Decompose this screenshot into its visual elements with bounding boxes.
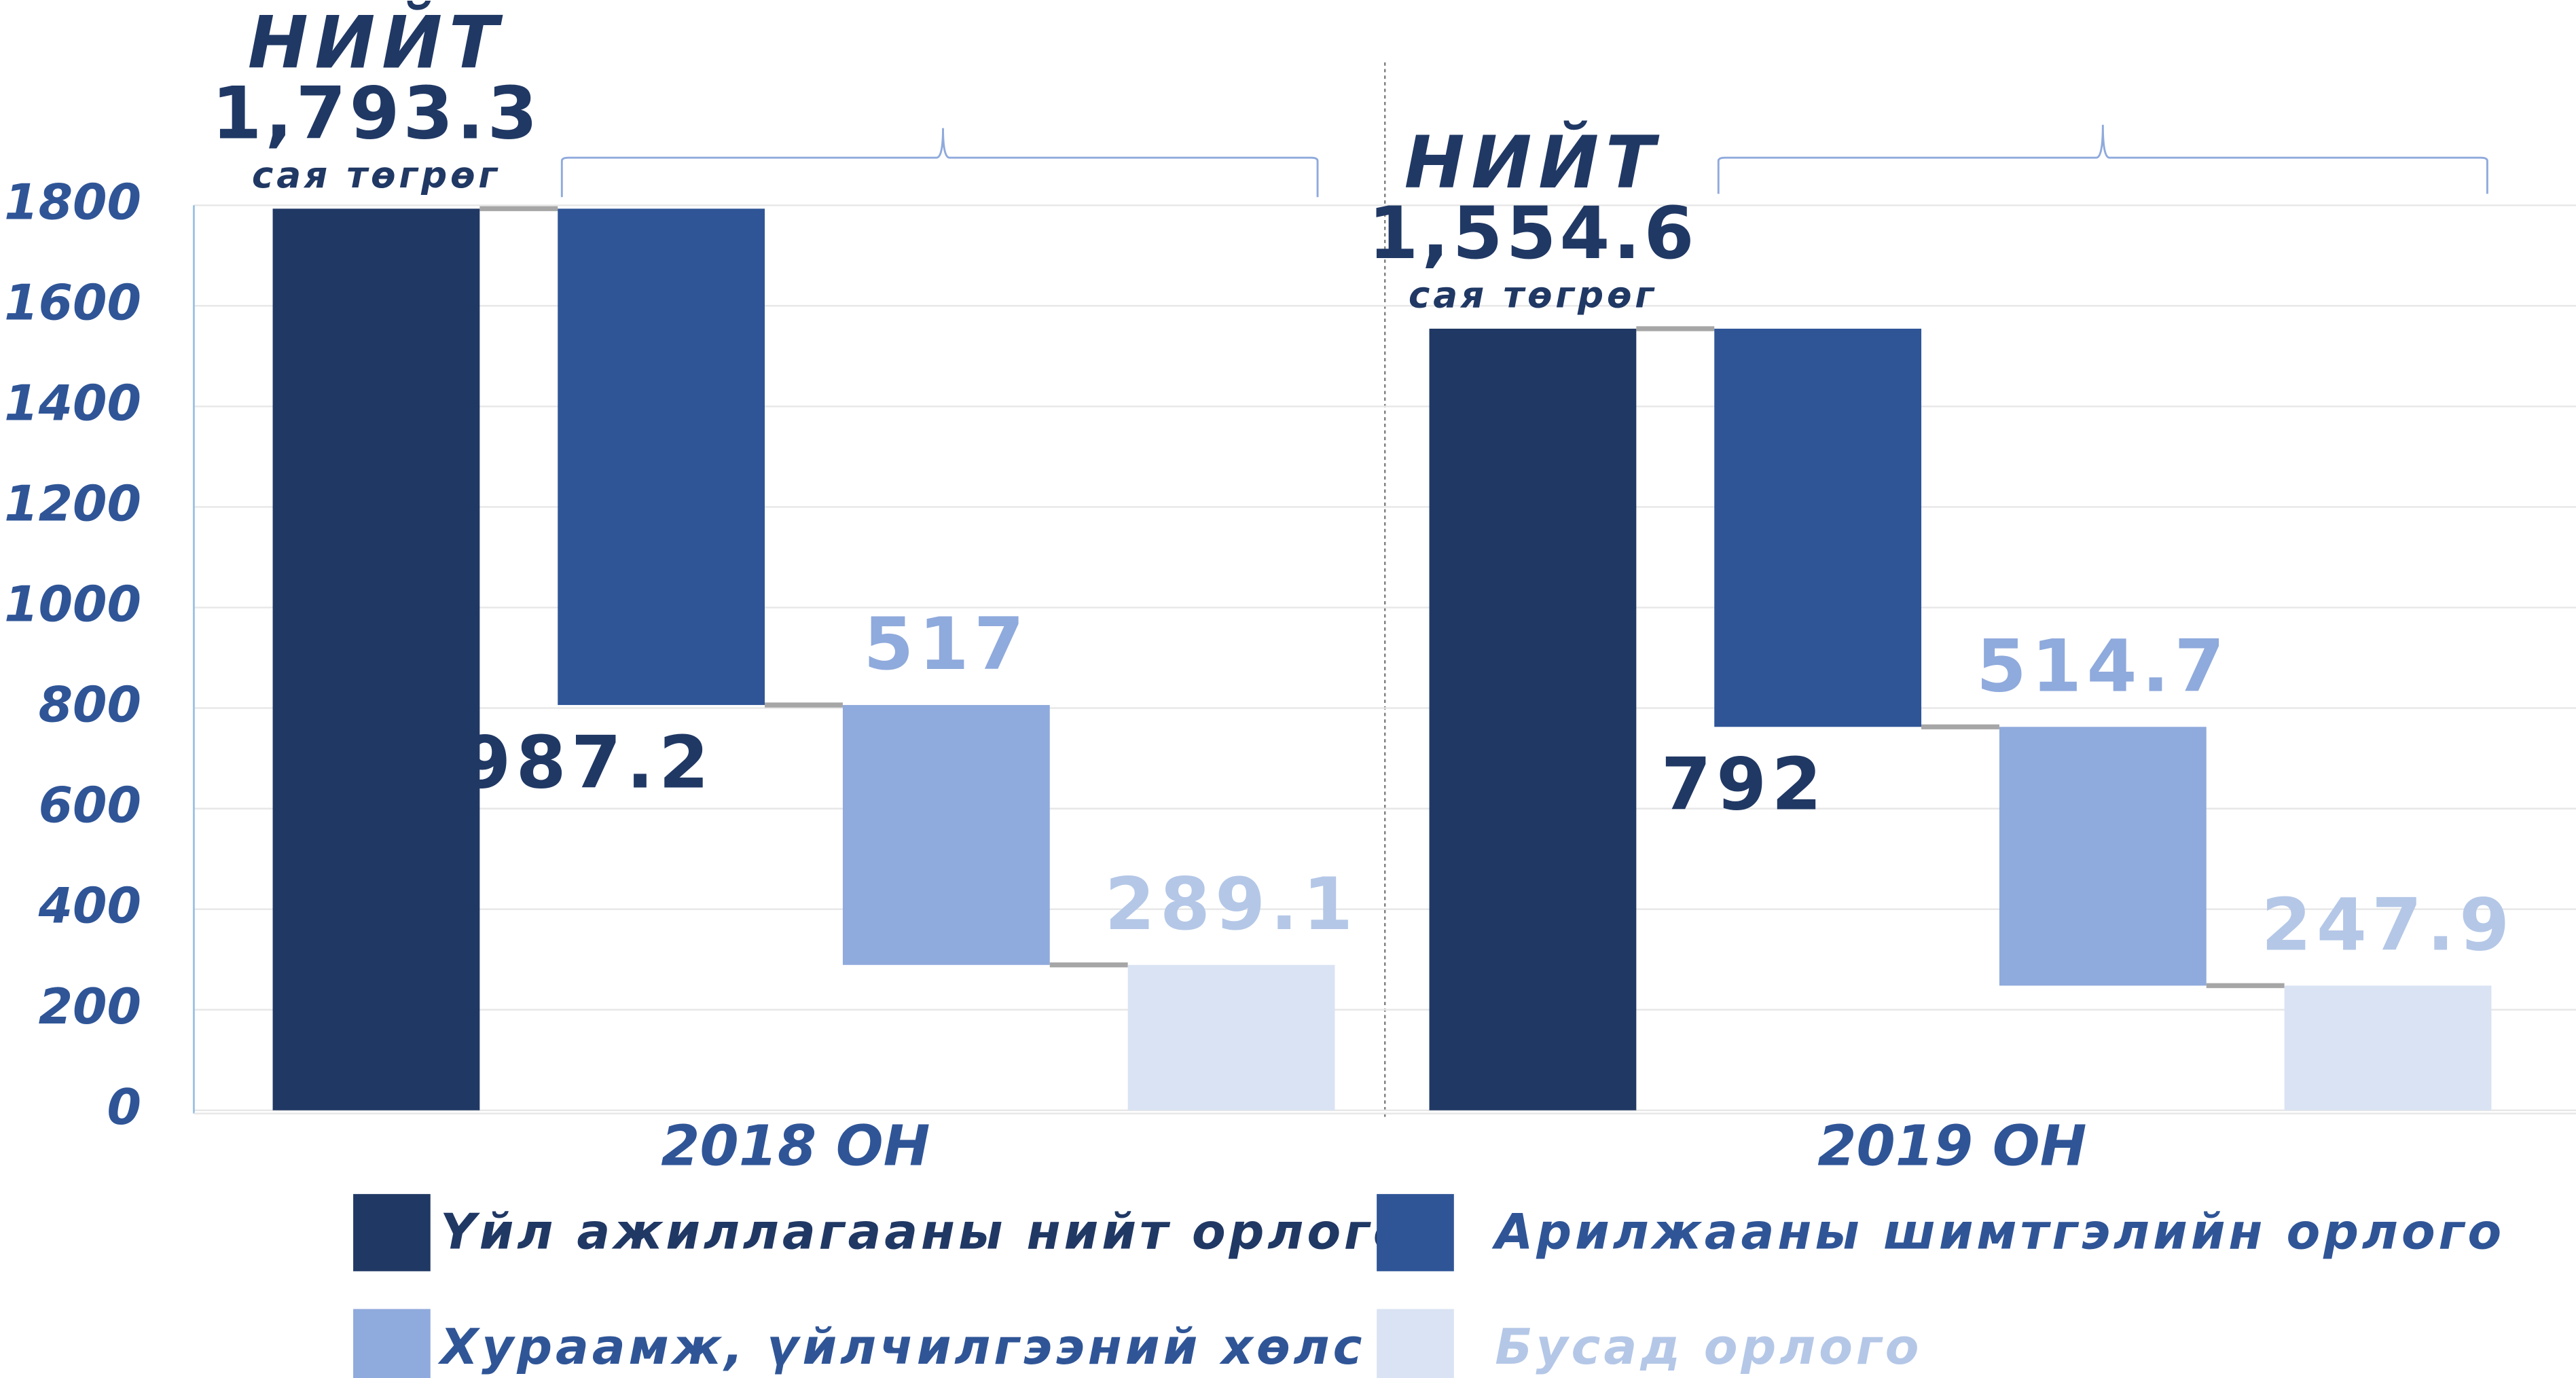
y-tick-label: 1200 bbox=[4, 475, 141, 532]
y-tick-label: 200 bbox=[39, 979, 141, 1036]
y-tick-label: 1400 bbox=[4, 375, 141, 432]
legend-label: Үйл ажиллагааны нийт орлого bbox=[440, 1204, 1410, 1261]
legend-swatch bbox=[353, 1309, 431, 1378]
bar bbox=[842, 705, 1050, 965]
bar bbox=[1429, 328, 1637, 1110]
bar bbox=[1714, 328, 1922, 727]
brace bbox=[560, 128, 1319, 198]
y-tick-label: 800 bbox=[39, 677, 141, 734]
legend-swatch bbox=[353, 1194, 431, 1271]
y-tick-label: 400 bbox=[38, 878, 141, 935]
legend-label: Арилжааны шимтгэлийн орлого bbox=[1491, 1204, 2505, 1261]
brace bbox=[1717, 124, 2488, 194]
total-prefix: НИЙТ bbox=[1404, 120, 1662, 205]
y-tick-label: 1800 bbox=[4, 174, 141, 231]
value-label: 1,793.3 bbox=[211, 72, 541, 156]
bar bbox=[1127, 964, 1335, 1110]
legend-label: Хураамж, үйлчилгээний хөлс bbox=[437, 1319, 1365, 1376]
bar bbox=[1999, 727, 2207, 986]
group-label: 2019 ОН bbox=[1817, 1114, 2086, 1178]
legend-label: Бусад орлого bbox=[1495, 1319, 1922, 1376]
bar bbox=[558, 208, 765, 706]
y-tick-label: 600 bbox=[39, 778, 141, 835]
value-label: 792 bbox=[1661, 742, 1827, 827]
legend-swatch bbox=[1377, 1194, 1454, 1271]
value-label: 987.2 bbox=[460, 721, 714, 805]
value-label: 517 bbox=[863, 602, 1029, 687]
y-tick-label: 1600 bbox=[4, 274, 141, 331]
value-label: 514.7 bbox=[1976, 624, 2230, 708]
y-tick-label: 1000 bbox=[4, 577, 141, 634]
group-label: 2018 ОН bbox=[661, 1114, 930, 1178]
total-unit: сая төгрөг bbox=[252, 154, 501, 196]
legend-swatch bbox=[1377, 1309, 1454, 1378]
total-prefix: НИЙТ bbox=[248, 1, 505, 86]
bar bbox=[272, 208, 480, 1110]
y-tick-label: 0 bbox=[107, 1079, 141, 1136]
value-label: 247.9 bbox=[2262, 883, 2515, 967]
value-label: 289.1 bbox=[1105, 863, 1358, 947]
value-label: 1,554.6 bbox=[1368, 192, 1697, 276]
bar bbox=[2284, 985, 2492, 1110]
total-unit: сая төгрөг bbox=[1409, 274, 1657, 316]
